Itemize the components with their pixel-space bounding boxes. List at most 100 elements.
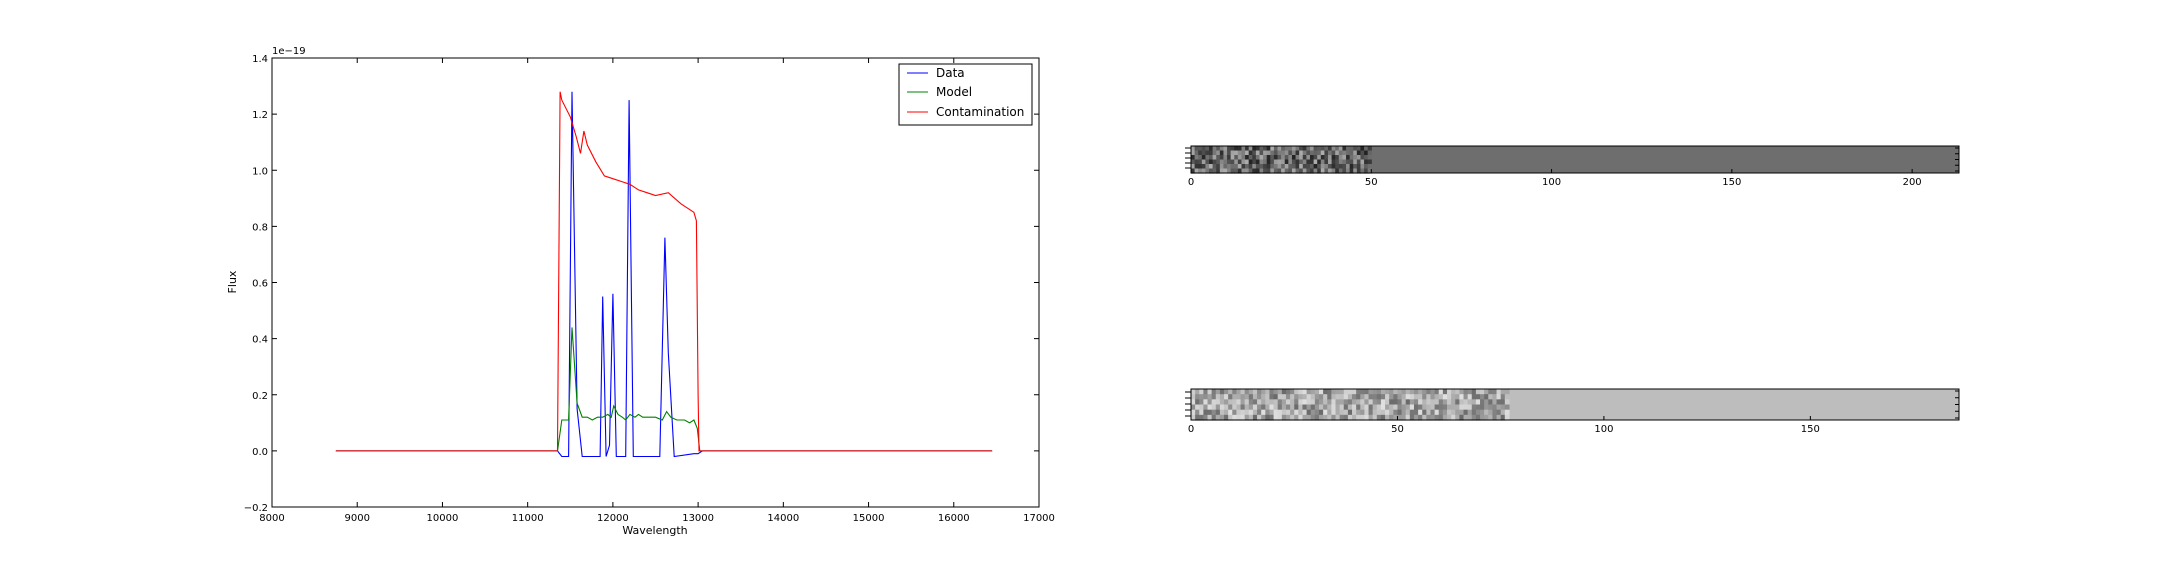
spectrum-image-top: 0 50 100 150 200	[1185, 145, 1960, 188]
image-pixel	[1335, 150, 1340, 156]
image-pixel	[1291, 155, 1297, 161]
image-pixel	[1212, 159, 1217, 165]
image-pixel	[1447, 409, 1452, 416]
image-pixel	[1484, 399, 1489, 406]
x-ticks: 8000 9000 10000 11000 12000 13000 14000 15000 16…	[259, 58, 1055, 524]
image-pixel	[1327, 389, 1332, 395]
image-pixel	[1273, 409, 1279, 416]
image-pixel	[1191, 146, 1196, 152]
image-pixel	[1302, 159, 1307, 165]
image-pixel	[1451, 404, 1456, 411]
image-pixel	[1324, 164, 1329, 170]
image-pixel	[1306, 414, 1312, 421]
image-pixel	[1500, 399, 1506, 406]
image-pixel	[1219, 168, 1225, 174]
image-pixel	[1227, 164, 1232, 170]
x-tick-label: 50	[1365, 177, 1378, 188]
image-pixel	[1349, 146, 1354, 152]
image-pixel	[1364, 146, 1369, 152]
image-pixel	[1194, 155, 1199, 161]
image-pixel	[1281, 168, 1286, 174]
image-pixel	[1496, 414, 1502, 421]
image-pixel	[1281, 414, 1287, 421]
image-pixel	[1230, 150, 1235, 156]
image-pixel	[1342, 155, 1347, 161]
image-pixel	[1451, 389, 1456, 395]
image-pixel	[1320, 150, 1326, 156]
image-pixel	[1269, 404, 1275, 411]
image-pixel	[1273, 150, 1279, 156]
image-pixel	[1207, 389, 1213, 395]
image-pixel	[1295, 168, 1300, 174]
image-pixel	[1319, 414, 1324, 421]
image-pixel	[1306, 164, 1311, 170]
image-pixel	[1418, 404, 1423, 411]
series-line-data	[335, 91, 993, 458]
image-pixel	[1245, 159, 1250, 165]
image-pixel	[1385, 409, 1390, 416]
image-pixel	[1380, 394, 1386, 400]
y-tick-label: 0.4	[252, 335, 268, 346]
image-pixel	[1195, 414, 1200, 421]
image-pixel	[1335, 414, 1341, 421]
image-pixel	[1252, 409, 1258, 416]
image-pixel	[1284, 168, 1289, 174]
image-pixel	[1389, 399, 1394, 406]
image-pixel	[1372, 409, 1378, 416]
image-pixel	[1244, 389, 1250, 395]
x-tick-label: 50	[1391, 424, 1404, 435]
image-pixel	[1211, 409, 1217, 416]
image-pixel	[1277, 146, 1282, 152]
image-pixel	[1288, 164, 1293, 170]
image-pixel	[1252, 150, 1257, 156]
image-pixel	[1194, 164, 1199, 170]
image-pixel	[1273, 399, 1279, 406]
image-pixel	[1338, 150, 1344, 156]
image-pixel	[1360, 164, 1365, 170]
image-pixel	[1335, 394, 1341, 400]
image-pixel	[1492, 394, 1498, 400]
image-pixel	[1257, 414, 1262, 421]
image-pixel	[1467, 394, 1473, 400]
image-pixel	[1245, 146, 1250, 152]
image-pixel	[1194, 159, 1199, 165]
image-pixel	[1255, 168, 1261, 174]
image-pixel	[1327, 409, 1332, 416]
x-ticks: 0 50 100 150 200	[1188, 147, 1959, 188]
image-pixel	[1223, 146, 1228, 152]
image-pixel	[1349, 155, 1354, 161]
image-pixel	[1422, 394, 1427, 400]
image-pixel	[1244, 399, 1250, 406]
image-pixel	[1234, 164, 1239, 170]
image-pixel	[1211, 389, 1217, 395]
image-pixel	[1314, 409, 1320, 416]
image-pixel	[1401, 394, 1407, 400]
image-pixel	[1496, 394, 1502, 400]
image-pixel	[1368, 399, 1374, 406]
image-pixel	[1356, 409, 1361, 416]
image-pixel	[1335, 155, 1340, 161]
image-pixel	[1195, 404, 1200, 411]
image-pixel	[1380, 414, 1386, 421]
image-pixel	[1266, 168, 1271, 174]
image-pixel	[1219, 394, 1225, 400]
y-tick-label: 0.8	[252, 222, 268, 233]
image-pixel	[1324, 150, 1329, 156]
image-pixel	[1434, 414, 1440, 421]
image-pixel	[1236, 414, 1242, 421]
image-pixel	[1265, 404, 1271, 411]
image-pixel	[1314, 394, 1320, 400]
image-pixel	[1451, 409, 1456, 416]
image-pixel	[1413, 404, 1419, 411]
image-pixel	[1426, 409, 1432, 416]
image-pixel	[1471, 394, 1477, 400]
image-pixel	[1288, 155, 1293, 161]
image-pixel	[1245, 164, 1250, 170]
series-layer	[335, 91, 993, 458]
image-pixel	[1323, 394, 1328, 400]
image-pixel	[1232, 394, 1238, 400]
image-pixel	[1209, 155, 1214, 161]
image-pixel	[1463, 414, 1469, 421]
image-pixel	[1285, 404, 1291, 411]
image-pixel	[1368, 414, 1374, 421]
